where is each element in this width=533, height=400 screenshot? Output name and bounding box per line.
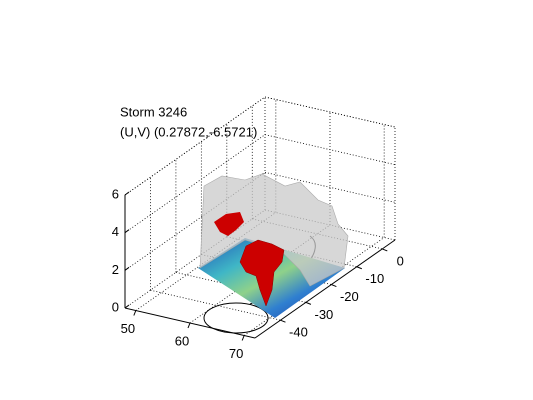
tick-mark: [124, 266, 130, 271]
grid-line: [264, 171, 396, 203]
x-tick-label: 60: [175, 333, 189, 348]
tick-mark: [331, 284, 337, 288]
y-tick-label: -10: [365, 271, 384, 286]
y-tick-label: -20: [340, 289, 359, 304]
tick-mark: [124, 191, 130, 196]
tick-mark: [124, 304, 130, 309]
y-axis: [254, 239, 396, 339]
y-tick-label: 0: [397, 253, 404, 268]
grid-line: [264, 134, 396, 166]
z-tick-label: 2: [112, 262, 119, 277]
red-isosurface: [239, 239, 285, 307]
annotation: Storm 3246: [120, 104, 187, 119]
tick-mark: [133, 310, 137, 316]
axes: 50 60 70 0 -10 -20 -30 -40 0 2 4 6: [112, 186, 404, 361]
tick-mark: [382, 248, 388, 252]
grid-line: [264, 96, 396, 128]
tick-mark: [305, 301, 312, 305]
storm-visualization: Storm 3246 (U,V) (0.27872,-6.5721): [120, 104, 349, 334]
grid-line: [150, 289, 281, 321]
x-axis: [124, 307, 256, 339]
cloud-isosurface: [199, 173, 349, 287]
y-tick-label: -40: [289, 325, 308, 340]
tick-mark: [356, 266, 363, 270]
tick-mark: [280, 319, 286, 323]
tick-mark: [187, 322, 191, 329]
red-isosurface: [214, 212, 244, 236]
z-tick-label: 0: [112, 299, 119, 314]
x-tick-label: 70: [229, 346, 243, 361]
x-tick-label: 50: [121, 321, 135, 336]
tick-mark: [124, 229, 130, 234]
y-tick-label: -30: [315, 307, 334, 322]
tick-mark: [241, 335, 245, 341]
storm-track: [203, 302, 269, 334]
z-tick-label: 4: [112, 224, 119, 239]
z-tick-label: 6: [112, 186, 119, 201]
annotation: (U,V) (0.27872,-6.5721): [120, 124, 257, 139]
